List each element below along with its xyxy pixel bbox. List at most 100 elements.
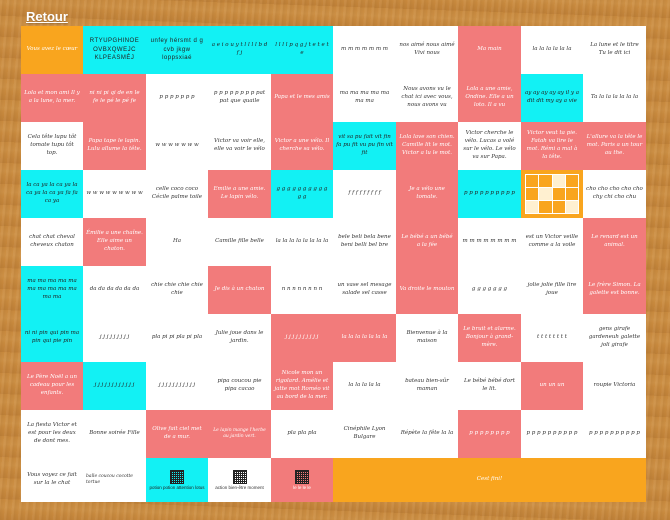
board-cell[interactable]: Ma main	[458, 26, 521, 74]
board-cell[interactable]: f f f f f f f f f	[333, 170, 396, 218]
board-cell[interactable]: ma ma ma ma ma ma ma	[333, 74, 396, 122]
board-cell[interactable]: potion potion attention lotus	[146, 458, 208, 502]
board-cell[interactable]: Bonne soirée Fille	[83, 410, 146, 458]
board-cell[interactable]: L'allure va la tête le mot. Paris a un t…	[583, 122, 646, 170]
board-cell[interactable]: RTYUPGHINOE OVBXQWEJC KLPEASMÉJ	[83, 26, 146, 74]
board-cell[interactable]: g g g g g g g g g g g g	[271, 170, 333, 218]
board-cell[interactable]: ma ma ma ma ma ma ma ma ma ma ma ma	[21, 266, 83, 314]
board-cell[interactable]: unfey hérsmt d g cvb jkgw loppsxiaé	[146, 26, 208, 74]
board-cell[interactable]: j j j j j j j j j	[83, 314, 146, 362]
board-cell[interactable]: ni ni pin qui pin ma pin qui pie pin	[21, 314, 83, 362]
board-cell[interactable]: Le bébé bébé dort le lit.	[458, 362, 521, 410]
board-cell[interactable]: roupie Victoria	[583, 362, 646, 410]
board-cell[interactable]: w w w w w w w	[146, 122, 208, 170]
board-cell[interactable]: m m m m m m m	[333, 26, 396, 74]
board-cell[interactable]: la la la la la	[333, 362, 396, 410]
board-cell[interactable]: Emilie a une amie. Le lapin vélo.	[208, 170, 271, 218]
board-cell[interactable]: chie chie chie chie chie	[146, 266, 208, 314]
back-link[interactable]: Retour	[26, 9, 68, 24]
board-cell[interactable]: Bienvenue à la maison	[396, 314, 458, 362]
board-cell[interactable]: jolie jolie fille lire joue	[521, 266, 583, 314]
board-cell[interactable]: p p p p p p p	[146, 74, 208, 122]
board-cell[interactable]: Le frère Simon. La galette est bonne.	[583, 266, 646, 314]
board-cell[interactable]: action bien-être moment	[208, 458, 271, 502]
board-cell[interactable]: celle coco coco Cécile palme toile	[146, 170, 208, 218]
board-cell[interactable]: p p p p p p p p pat pat que quaile	[208, 74, 271, 122]
board-cell[interactable]: Victor a une vélo. Il cherche sa vélo.	[271, 122, 333, 170]
board-cell[interactable]: pla pi pi pla pi pla	[146, 314, 208, 362]
board-cell[interactable]: a e i o u y t l l l l b d f j	[208, 26, 271, 74]
board-cell[interactable]: Papa tape le lapin. Lulu allume la tête.	[83, 122, 146, 170]
board-cell[interactable]: Victor veut ta pie. Fatah va lire le mot…	[521, 122, 583, 170]
board-cell[interactable]: Lola a une amie, Ondine. Elle a un loto.…	[458, 74, 521, 122]
board-cell[interactable]: Le bébé a un bébé a la fée	[396, 218, 458, 266]
board-cell[interactable]: ni ni pi qi de en le fe le pé le pé fe	[83, 74, 146, 122]
board-cell[interactable]: nos aimé nous aimé Vivi nous	[396, 26, 458, 74]
board-cell[interactable]: Camille fille belle	[208, 218, 271, 266]
board-cell[interactable]: Le Père Noël a un cadeau pour les enfant…	[21, 362, 83, 410]
board-cell[interactable]: un un un	[521, 362, 583, 410]
board-cell[interactable]: t t t t t t t t	[521, 314, 583, 362]
board-cell[interactable]: p p p p p p p p	[458, 410, 521, 458]
board-cell[interactable]: Victor va voir elle, elle va voir le vél…	[208, 122, 271, 170]
board-cell[interactable]: gens girafe gardeneuh galette joli giraf…	[583, 314, 646, 362]
board-cell[interactable]: balle coucou cocotte tortue	[83, 458, 146, 502]
board-cell[interactable]: w w w w w w w w w	[83, 170, 146, 218]
board-cell[interactable]: la la la la la la la	[333, 314, 396, 362]
board-cell[interactable]: la la la la la la la la	[271, 218, 333, 266]
board-cell-thumbnail[interactable]	[521, 170, 583, 218]
board-cell[interactable]: g g g g g g g	[458, 266, 521, 314]
board-cell[interactable]: pipa coucou pie pipa cacao	[208, 362, 271, 410]
board-cell[interactable]: Je dis à un chaton	[208, 266, 271, 314]
board-cell[interactable]: j j j j j j j j j j j j	[83, 362, 146, 410]
board-cell[interactable]: est un Victor veille comme a la voile	[521, 218, 583, 266]
board-cell[interactable]: Cinéphile Lyon Bulgare	[333, 410, 396, 458]
board-cell[interactable]: bateau bien-sûr maman	[396, 362, 458, 410]
board-cell[interactable]: bele beli bela bene beni belli bel bre	[333, 218, 396, 266]
board-cell[interactable]: ay ay ay ay ay il y a dit dit my ay a vi…	[521, 74, 583, 122]
board-cell[interactable]: n n n n n n n n	[271, 266, 333, 314]
board-cell[interactable]: Émilie a une chaîne. Elle aime un chaton…	[83, 218, 146, 266]
board-cell[interactable]: Victor cherche le vélo. Lucas a volé sur…	[458, 122, 521, 170]
board-cell[interactable]: Julie joue dans le jardin.	[208, 314, 271, 362]
board-cell[interactable]: pla pla pla	[271, 410, 333, 458]
board-cell[interactable]: le le le le	[271, 458, 333, 502]
board-cell[interactable]: p p p p p p p p p p	[521, 410, 583, 458]
board-cell[interactable]: Papa et le mes amis	[271, 74, 333, 122]
board-cell[interactable]: vit sa pu fait vit fin fa pu fit vu pu f…	[333, 122, 396, 170]
board-cell[interactable]: Olive fait ciel met de a mur.	[146, 410, 208, 458]
board-cell[interactable]: Vous voyez ce fait sur la le chat	[21, 458, 83, 502]
board-cell[interactable]: da da da da da da	[83, 266, 146, 314]
board-cell[interactable]: Répète la fête la la	[396, 410, 458, 458]
board-cell[interactable]: p p p p p p p p p p	[458, 170, 521, 218]
board-cell[interactable]: Vous avez le cœur	[21, 26, 83, 74]
board-cell[interactable]: cho cho cho cho cho chy chi cho chu	[583, 170, 646, 218]
board-cell[interactable]: j j j j j j j j j j	[271, 314, 333, 362]
board-cell[interactable]: p p p p p p p p p p	[583, 410, 646, 458]
board-cell[interactable]: Lola lave son chien. Camille lit le mot.…	[396, 122, 458, 170]
board-cell[interactable]: La fiesta Victor et est pour les deux de…	[21, 410, 83, 458]
board-cell[interactable]: Je a vélo une tomate.	[396, 170, 458, 218]
board-cell[interactable]: la ca ya la ca ya la ca ya la ca ya fa f…	[21, 170, 83, 218]
board-cell[interactable]: Va droite le mouton	[396, 266, 458, 314]
board-cell[interactable]: l l l l p q g j t e t e t e	[271, 26, 333, 74]
board-cell[interactable]: chat chat cheval cheveux chaton	[21, 218, 83, 266]
board-cell[interactable]: Le lapin mange l'herbe au jardin vert.	[208, 410, 271, 458]
board-cell[interactable]: La lune et le titre Tu le dit ici	[583, 26, 646, 74]
board-cell[interactable]: Lola et mon ami Il y a la lune, la mer.	[21, 74, 83, 122]
board-cell[interactable]: Le renard est un animal.	[583, 218, 646, 266]
board-cell[interactable]: j j j j j j j j j j j	[146, 362, 208, 410]
board-cell[interactable]: un vase sel mesage salade sel casse	[333, 266, 396, 314]
board-cell[interactable]: Nous avons vu le chat ici avec vous, nou…	[396, 74, 458, 122]
board-cell[interactable]: Le bruit et alarme. Bonjour à grand-mère…	[458, 314, 521, 362]
mini-grid-thumbnail	[525, 174, 579, 214]
board-cell[interactable]: m m m m m m m m	[458, 218, 521, 266]
board-cell[interactable]: la la la la la la	[521, 26, 583, 74]
board-cell[interactable]: Ha	[146, 218, 208, 266]
qr-code-icon	[294, 469, 309, 484]
qr-code-icon	[232, 469, 247, 484]
board-cell[interactable]: Nicole mon un rigolard. Amélie et jatte …	[271, 362, 333, 410]
board-cell[interactable]: Cela tête lupu tôt tomate tupu tôt top.	[21, 122, 83, 170]
board-cell[interactable]: Ta la la la la la la	[583, 74, 646, 122]
finish-cell[interactable]: Cest fini!	[333, 458, 646, 502]
